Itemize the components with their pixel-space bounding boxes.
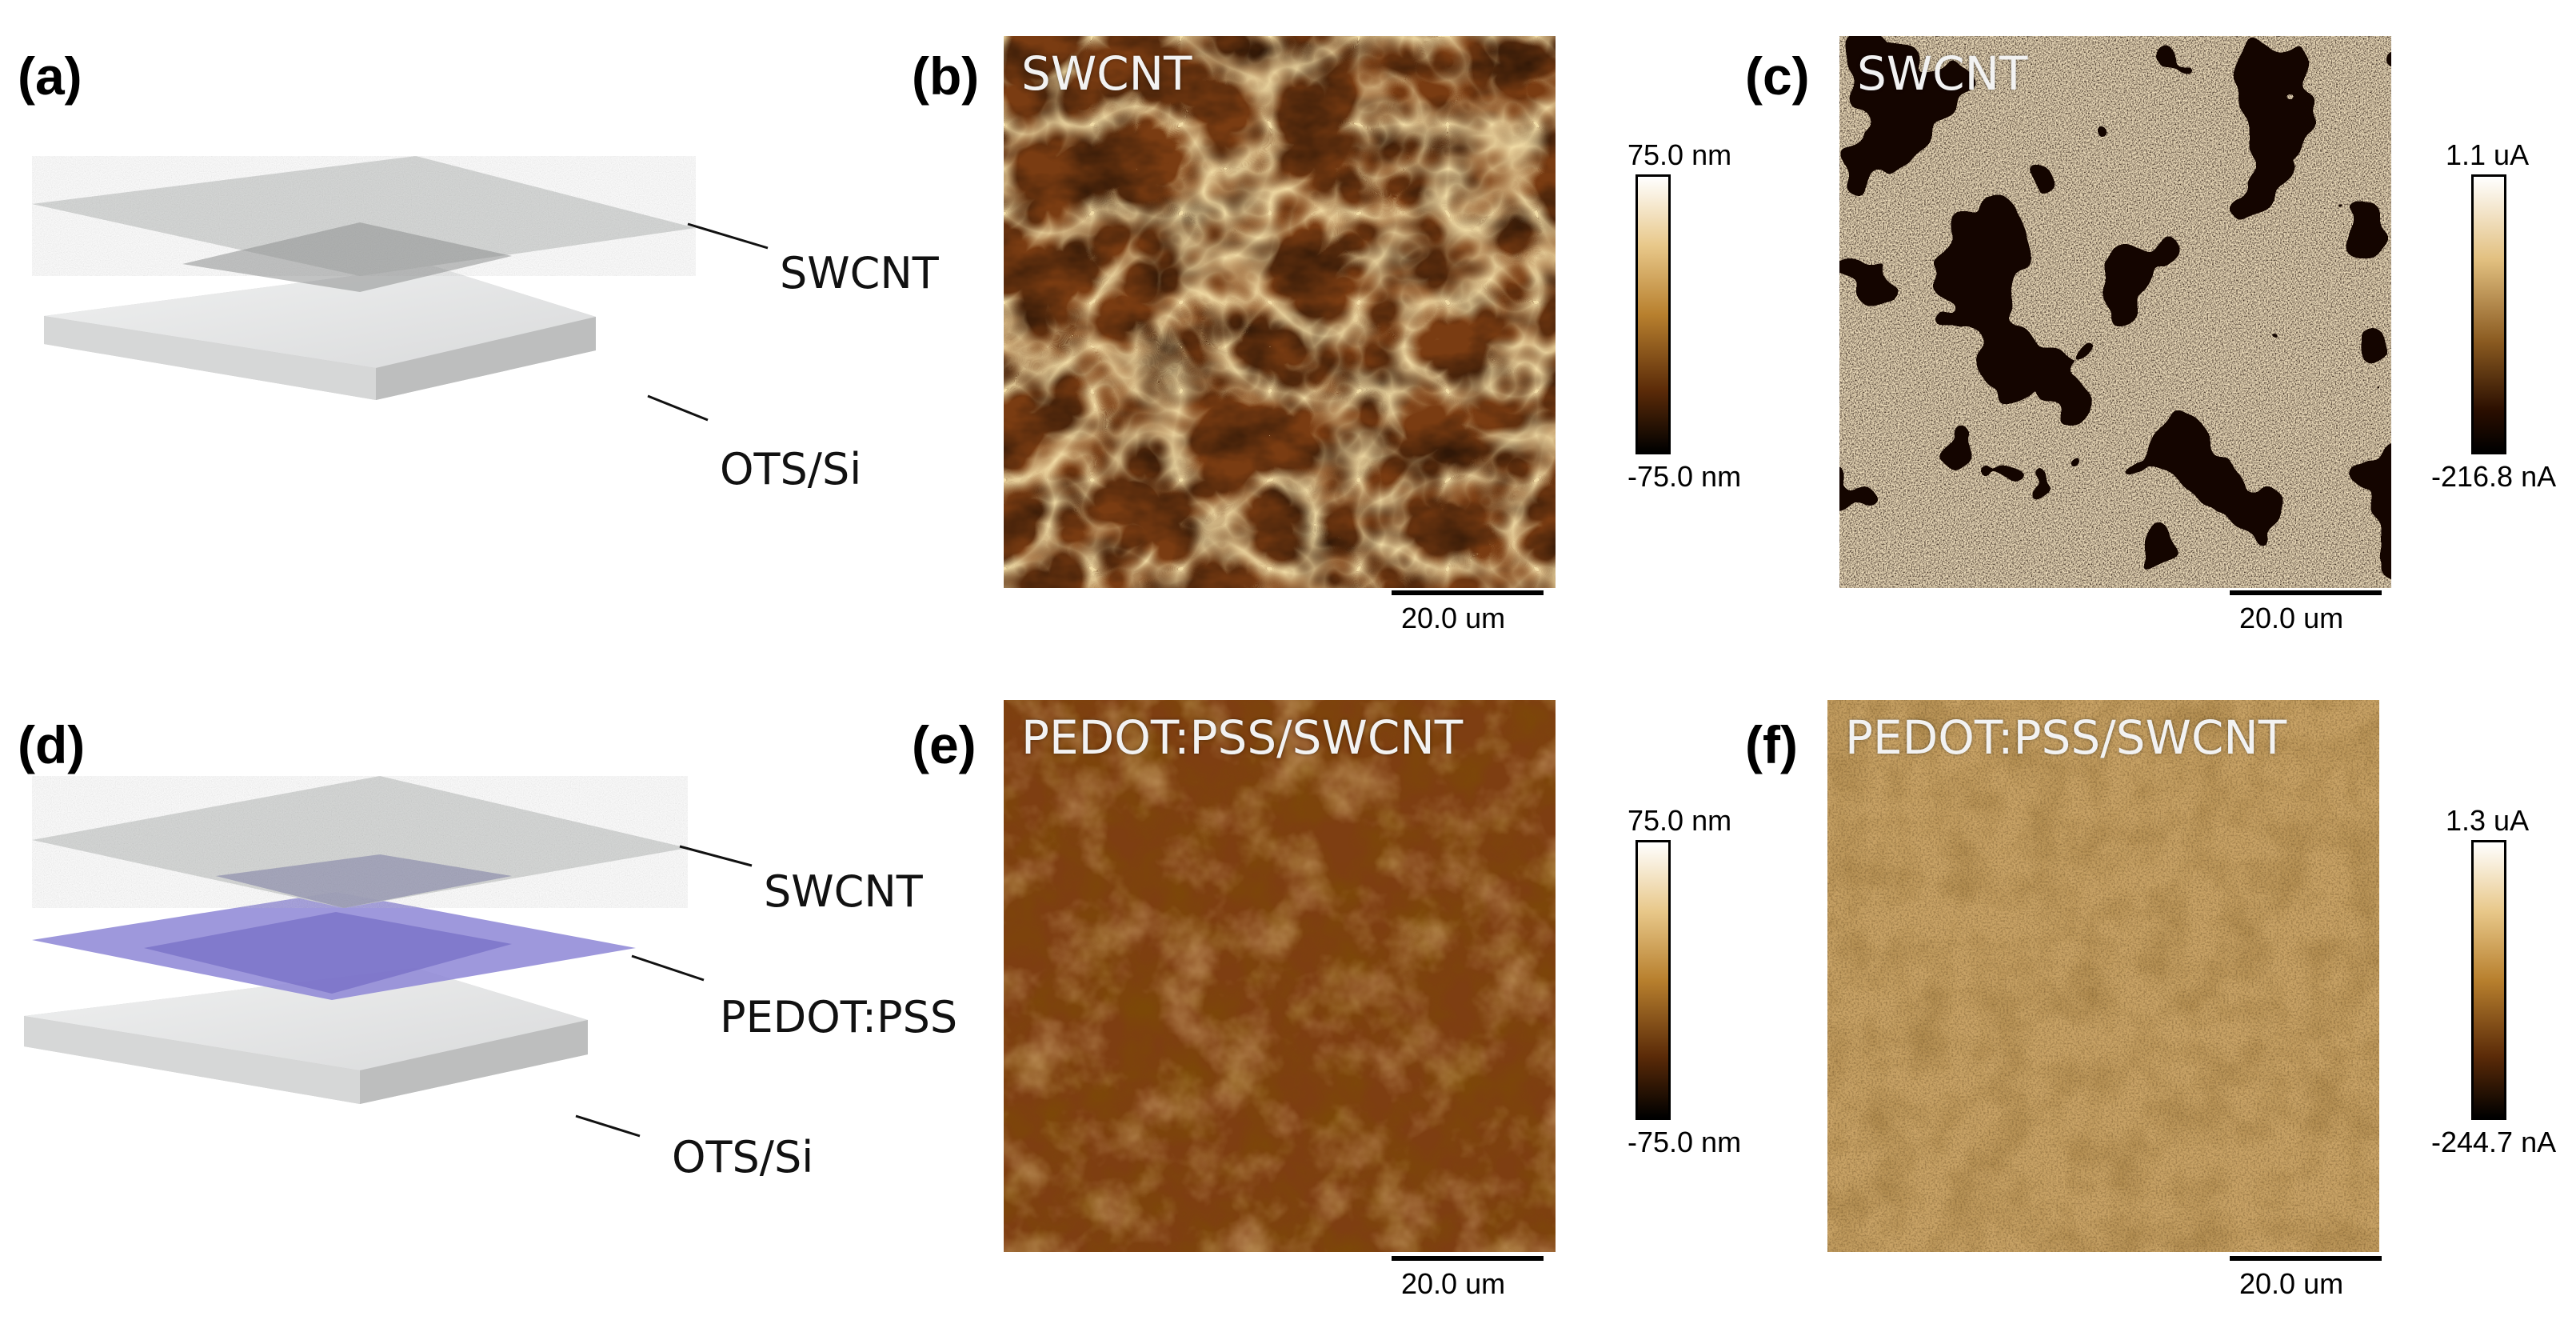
colorbar-max: 75.0 nm xyxy=(1627,138,1732,171)
label-ots-si: OTS/Si xyxy=(720,444,862,494)
image-title: SWCNT xyxy=(1021,46,1192,101)
substrate-ots-si xyxy=(24,968,588,1104)
scale-bar xyxy=(1392,590,1544,595)
colorbar xyxy=(1635,174,1671,454)
colorbar-max: 1.3 uA xyxy=(2446,804,2530,837)
panel-letter-c: (c) xyxy=(1745,46,1810,106)
colorbar xyxy=(1635,840,1671,1120)
panel-d: (d) xyxy=(0,680,957,1320)
colorbar-min: -75.0 nm xyxy=(1627,460,1742,493)
colorbar-min: -216.8 nA xyxy=(2431,460,2557,493)
leader-line-ots xyxy=(575,1114,641,1138)
scale-bar-label: 20.0 um xyxy=(2239,1267,2344,1300)
afm-height-image-pedot-swcnt: PEDOT:PSS/SWCNT xyxy=(1004,700,1556,1252)
panel-letter-a: (a) xyxy=(18,46,82,106)
image-title: PEDOT:PSS/SWCNT xyxy=(1021,710,1464,765)
panel-letter-f: (f) xyxy=(1745,715,1798,774)
colorbar-max: 75.0 nm xyxy=(1627,804,1732,837)
panel-letter-d: (d) xyxy=(18,715,86,774)
colorbar-min: -75.0 nm xyxy=(1627,1126,1742,1158)
sheet-pedot-pss xyxy=(32,892,636,1000)
sheet-swcnt xyxy=(32,156,696,292)
colorbar-min: -244.7 nA xyxy=(2431,1126,2557,1158)
afm-height-image-swcnt: SWCNT xyxy=(1004,36,1556,588)
schematic-swcnt-on-ots xyxy=(32,156,769,422)
panel-c: (c) SWCNT 1.1 uA -216.8 n xyxy=(1727,0,2576,640)
scale-bar xyxy=(1392,1256,1544,1261)
leader-line-swcnt xyxy=(687,222,769,250)
label-swcnt: SWCNT xyxy=(780,248,939,298)
scale-bar-label: 20.0 um xyxy=(1401,602,1506,634)
leader-line-ots xyxy=(647,394,709,422)
colorbar xyxy=(2471,174,2506,454)
colorbar xyxy=(2471,840,2506,1120)
scale-bar xyxy=(2230,590,2382,595)
image-title: PEDOT:PSS/SWCNT xyxy=(1845,710,2287,765)
label-swcnt: SWCNT xyxy=(764,866,923,917)
panel-b: (b) SWCNT xyxy=(880,0,1741,640)
scale-bar-label: 20.0 um xyxy=(1401,1267,1506,1300)
scale-bar xyxy=(2230,1256,2382,1261)
panel-a: (a) xyxy=(0,0,939,640)
label-pedot-pss: PEDOT:PSS xyxy=(720,992,958,1042)
schematic-swcnt-pedot-ots xyxy=(24,776,753,1138)
leader-line-pedot xyxy=(631,954,705,982)
panel-letter-e: (e) xyxy=(912,715,976,774)
afm-current-image-swcnt: SWCNT xyxy=(1839,36,2391,588)
sheet-swcnt xyxy=(32,776,688,908)
panel-e: (e) PEDOT:PSS/SWCNT xyxy=(880,680,1741,1320)
colorbar-max: 1.1 uA xyxy=(2446,138,2530,171)
afm-current-image-pedot-swcnt: PEDOT:PSS/SWCNT xyxy=(1827,700,2379,1252)
scale-bar-label: 20.0 um xyxy=(2239,602,2344,634)
panel-letter-b: (b) xyxy=(912,46,980,106)
panel-f: (f) PEDOT:PSS/SWCNT xyxy=(1727,680,2576,1320)
leader-line-swcnt xyxy=(679,845,753,867)
substrate-ots-si xyxy=(44,266,596,400)
image-title: SWCNT xyxy=(1857,46,2028,101)
label-ots-si: OTS/Si xyxy=(672,1132,814,1182)
